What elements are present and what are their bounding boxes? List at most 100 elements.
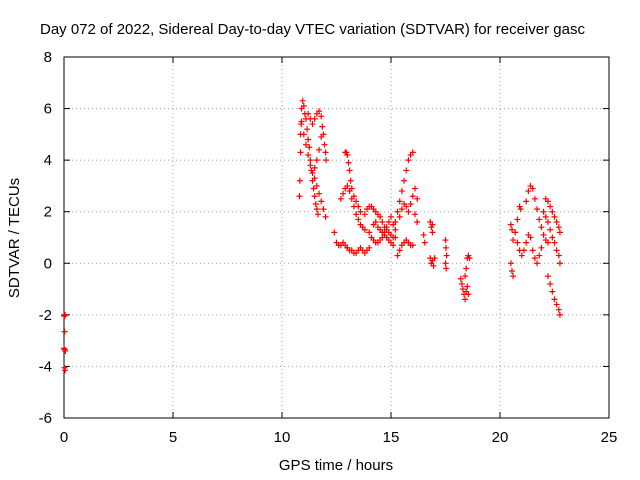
data-point	[544, 273, 551, 280]
data-point	[311, 164, 318, 171]
data-point	[305, 136, 312, 143]
data-point	[307, 157, 314, 164]
data-point	[392, 234, 399, 241]
data-point	[443, 265, 450, 272]
data-point	[305, 151, 312, 158]
data-point	[346, 167, 353, 174]
data-point	[298, 118, 305, 125]
data-point	[392, 219, 399, 226]
data-point	[396, 213, 403, 220]
data-point	[421, 239, 428, 246]
data-point	[311, 175, 318, 182]
data-point	[409, 242, 416, 249]
data-point	[507, 221, 514, 228]
data-point	[302, 141, 309, 148]
data-point	[531, 195, 538, 202]
data-point	[538, 224, 545, 231]
y-tick-label: -4	[39, 358, 52, 375]
data-point	[540, 231, 547, 238]
data-point	[531, 255, 538, 262]
y-tick-label: -6	[39, 410, 52, 427]
data-point	[523, 239, 530, 246]
data-point	[517, 206, 524, 213]
data-point	[300, 131, 307, 138]
data-point	[508, 268, 515, 275]
data-point	[431, 255, 438, 262]
data-point	[392, 226, 399, 233]
data-point	[300, 102, 307, 109]
data-point	[429, 221, 436, 228]
data-point	[512, 229, 519, 236]
data-point	[353, 198, 360, 205]
data-point	[307, 162, 314, 169]
data-point	[379, 219, 386, 226]
data-point	[319, 123, 326, 130]
data-point	[457, 275, 464, 282]
y-axis-label: SDTVAR / TECUs	[6, 178, 23, 298]
data-point	[296, 193, 303, 200]
data-point	[544, 239, 551, 246]
data-point	[411, 211, 418, 218]
data-point	[396, 198, 403, 205]
y-tick-label: 4	[44, 152, 52, 169]
data-point	[320, 206, 327, 213]
data-point	[62, 347, 69, 354]
data-point	[556, 260, 563, 267]
data-point	[61, 328, 68, 335]
data-point	[361, 226, 368, 233]
y-tick-label: 2	[44, 204, 52, 221]
data-point	[547, 226, 554, 233]
data-point	[385, 219, 392, 226]
data-point	[62, 311, 69, 318]
data-point	[536, 216, 543, 223]
data-point	[309, 121, 316, 128]
data-point	[430, 262, 437, 269]
data-point	[313, 206, 320, 213]
data-point	[377, 213, 384, 220]
data-point	[353, 211, 360, 218]
data-point	[350, 203, 357, 210]
data-point	[556, 311, 563, 318]
data-point	[442, 244, 449, 251]
plot-frame	[63, 56, 610, 419]
data-point	[466, 255, 473, 262]
data-point	[510, 237, 517, 244]
data-point	[556, 229, 563, 236]
data-point	[299, 97, 306, 104]
data-point	[525, 188, 532, 195]
data-points	[61, 97, 563, 374]
data-point	[322, 213, 329, 220]
data-point	[62, 367, 69, 374]
y-tick-label: 8	[44, 49, 52, 66]
data-point	[396, 247, 403, 254]
data-point	[61, 313, 68, 320]
data-point	[306, 144, 313, 151]
x-axis-tick-labels: 0 5 10 15 20 25	[60, 429, 618, 446]
data-point	[348, 195, 355, 202]
data-point	[398, 206, 405, 213]
data-point	[401, 177, 408, 184]
data-point	[414, 195, 421, 202]
data-point	[357, 208, 364, 215]
data-point	[462, 273, 469, 280]
data-point	[394, 208, 401, 215]
data-point	[523, 198, 530, 205]
data-point	[555, 252, 562, 259]
data-point	[366, 229, 373, 236]
x-tick-label: 25	[601, 429, 618, 446]
data-point	[549, 208, 556, 215]
data-point	[344, 151, 351, 158]
data-point	[551, 239, 558, 246]
data-point	[549, 288, 556, 295]
data-point	[322, 149, 329, 156]
data-point	[459, 286, 466, 293]
data-point	[297, 149, 304, 156]
data-point	[510, 273, 517, 280]
data-point	[304, 126, 311, 133]
data-point	[555, 306, 562, 313]
chart-title: Day 072 of 2022, Sidereal Day-to-day VTE…	[40, 21, 585, 38]
data-point	[536, 252, 543, 259]
data-point	[534, 260, 541, 267]
data-point	[442, 260, 449, 267]
